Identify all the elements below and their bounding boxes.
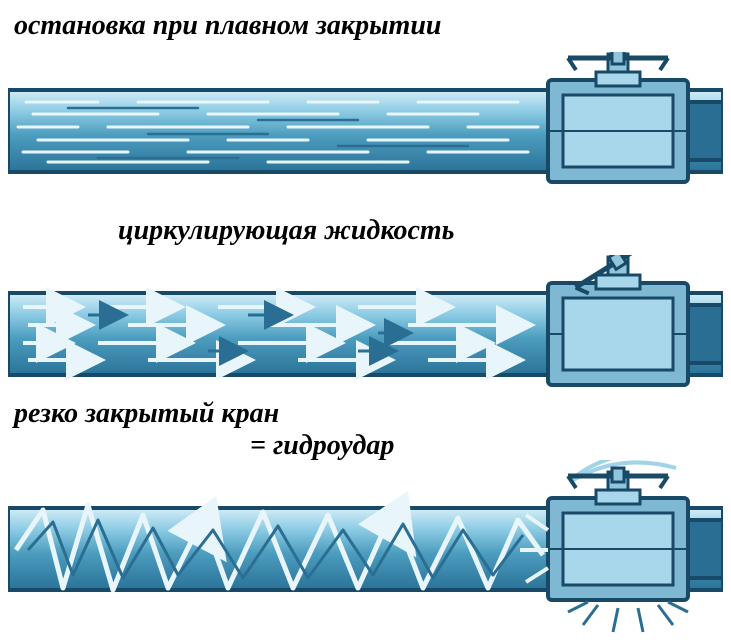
label-hammer-1: резко закрытый кран bbox=[14, 398, 279, 430]
label-circulating: циркулирующая жидкость bbox=[118, 215, 454, 247]
valve-hammer bbox=[520, 460, 723, 632]
pipe-circulating bbox=[8, 255, 723, 400]
pipe-slow-close bbox=[8, 52, 723, 197]
label-slow-close: остановка при плавном закрытии bbox=[14, 10, 441, 42]
impact-burst-icon bbox=[568, 602, 688, 632]
label-hammer-2: = гидроудар bbox=[250, 430, 394, 462]
pipe-hammer bbox=[8, 460, 723, 635]
